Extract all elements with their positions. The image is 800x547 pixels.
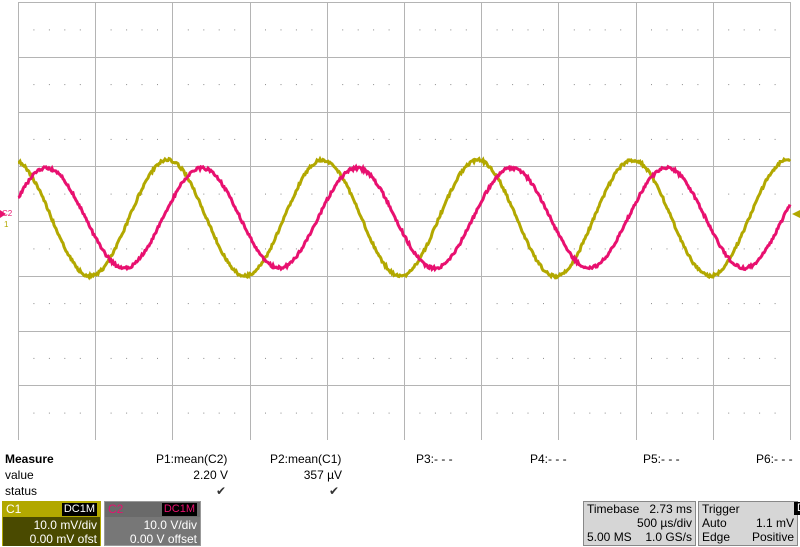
- c2-offset-marker[interactable]: C2 1: [0, 209, 13, 229]
- c2-descriptor-box[interactable]: C2 DC1M 10.0 V/div 0.00 V offset: [104, 501, 201, 546]
- p5-name[interactable]: P5:- - -: [643, 451, 680, 467]
- p1-status-check-icon: ✔: [216, 483, 226, 499]
- c2-scale: 10.0 V/div: [144, 518, 197, 533]
- trigger-mode: Auto: [702, 516, 727, 531]
- value-row-label: value: [5, 467, 34, 483]
- p2-name[interactable]: P2:mean(C1): [270, 451, 341, 467]
- timebase-rate: 1.0 GS/s: [645, 530, 692, 545]
- svg-text:1: 1: [4, 220, 9, 229]
- measure-title: Measure: [5, 451, 54, 467]
- trigger-box[interactable]: Trigger C1DC Auto 1.1 mV Edge Positive: [698, 501, 798, 546]
- measure-panel: Measure value status P1:mean(C2) 2.20 V …: [0, 447, 800, 499]
- trigger-label: Trigger: [702, 502, 740, 517]
- timebase-label: Timebase: [587, 502, 639, 517]
- c1-scale: 10.0 mV/div: [34, 518, 97, 533]
- p1-name[interactable]: P1:mean(C2): [156, 451, 227, 467]
- trigger-coupling-badge: DC: [795, 502, 800, 515]
- p1-value: 2.20 V: [193, 467, 228, 483]
- c1-label: C1: [6, 502, 21, 517]
- status-row-label: status: [5, 483, 37, 499]
- c1-descriptor-box[interactable]: C1 DC1M 10.0 mV/div 0.00 mV ofst: [2, 501, 101, 546]
- c1-offset: 0.00 mV ofst: [30, 532, 97, 547]
- timebase-delay: 2.73 ms: [649, 502, 692, 517]
- p2-value: 357 µV: [304, 467, 342, 483]
- trigger-slope: Positive: [752, 530, 794, 545]
- p4-name[interactable]: P4:- - -: [530, 451, 567, 467]
- c2-label: C2: [108, 502, 123, 517]
- waveform-display[interactable]: C2 1: [0, 0, 800, 440]
- trigger-level-marker[interactable]: [792, 210, 800, 218]
- c2-offset: 0.00 V offset: [130, 532, 197, 547]
- c2-coupling-badge: DC1M: [162, 503, 197, 516]
- p2-status-check-icon: ✔: [329, 483, 339, 499]
- p6-name[interactable]: P6:- - -: [756, 451, 793, 467]
- trigger-type: Edge: [702, 530, 730, 545]
- c1-coupling-badge: DC1M: [62, 503, 97, 516]
- svg-text:C2: C2: [2, 209, 13, 218]
- p3-name[interactable]: P3:- - -: [416, 451, 453, 467]
- timebase-samples: 5.00 MS: [587, 530, 632, 545]
- timebase-scale: 500 µs/div: [637, 516, 692, 531]
- timebase-box[interactable]: Timebase 2.73 ms 500 µs/div 5.00 MS 1.0 …: [583, 501, 696, 546]
- trigger-level: 1.1 mV: [756, 516, 794, 531]
